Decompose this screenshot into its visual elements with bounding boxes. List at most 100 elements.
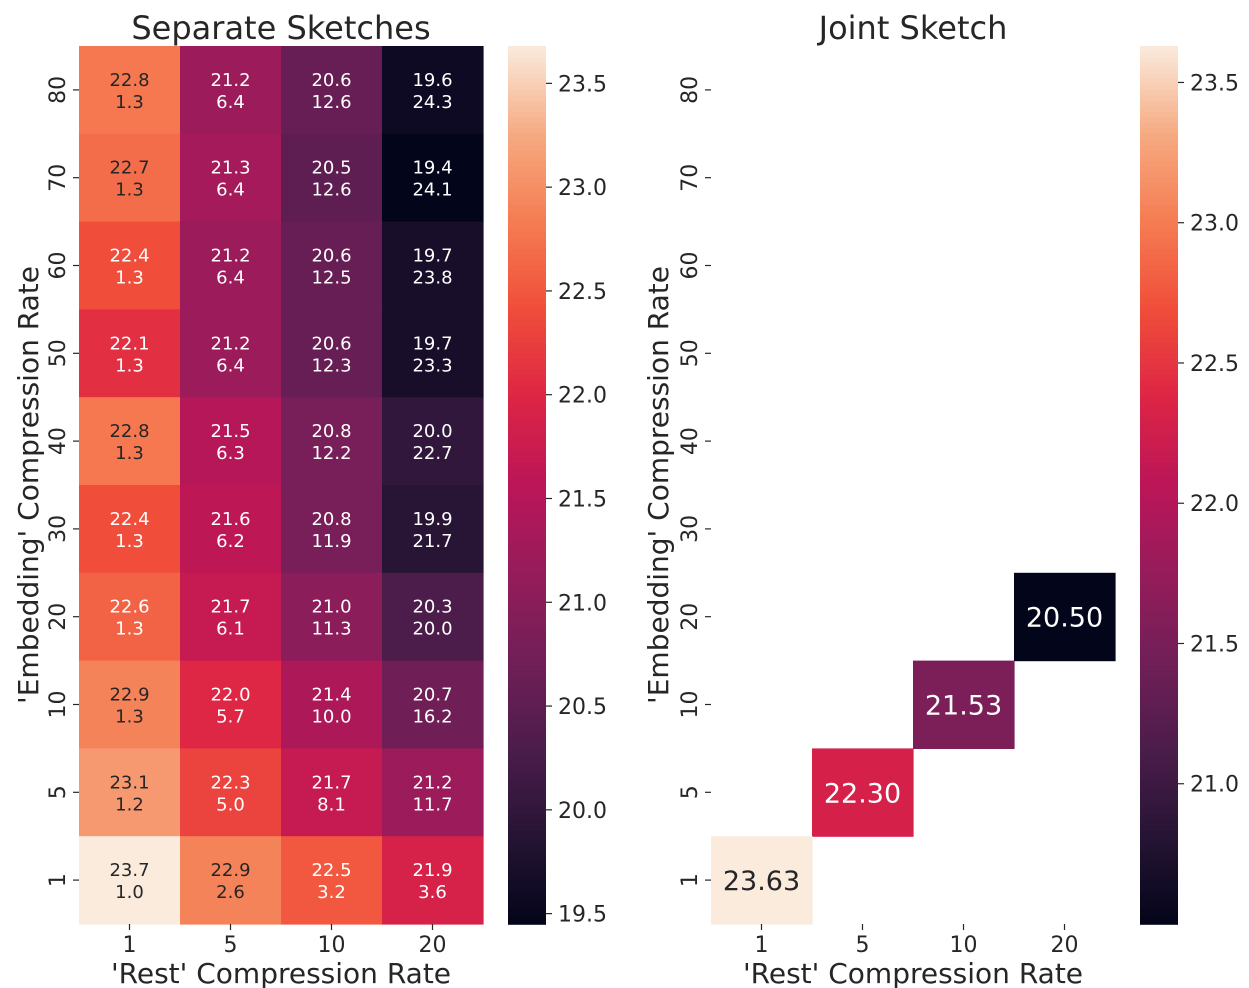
y-tick-label: 50 — [46, 339, 71, 367]
colorbar-segment — [1140, 95, 1178, 102]
colorbar-segment — [508, 600, 546, 607]
y-tick-label: 80 — [46, 76, 71, 104]
colorbar-segment — [508, 276, 546, 283]
colorbar-segment — [508, 172, 546, 179]
colorbar-segment — [508, 556, 546, 563]
heatmap-cell — [79, 133, 181, 223]
x-tick-label: 20 — [419, 933, 447, 958]
colorbar-tick-label: 20.5 — [558, 695, 607, 720]
heatmap-cell — [180, 485, 282, 574]
colorbar-segment — [1140, 704, 1178, 711]
colorbar-segment — [1140, 166, 1178, 174]
colorbar-segment — [508, 644, 546, 651]
colorbar-segment — [1140, 463, 1178, 470]
colorbar-segment — [508, 874, 546, 881]
heatmap-cell — [382, 748, 484, 837]
cell-value-label: 21.5 — [210, 421, 250, 442]
colorbar-segment — [508, 117, 546, 124]
colorbar-segment — [508, 495, 546, 503]
colorbar-segment — [1140, 852, 1178, 859]
cell-secondary-label: 6.2 — [216, 531, 245, 552]
colorbar-segment — [508, 594, 546, 602]
heatmap-cell — [281, 309, 383, 398]
cell-secondary-label: 3.6 — [418, 882, 447, 903]
colorbar-segment — [508, 309, 546, 316]
cell-value-label: 22.1 — [109, 333, 149, 354]
colorbar-segment — [508, 183, 546, 190]
colorbar-segment — [508, 885, 546, 892]
cell-value-label: 21.0 — [311, 597, 351, 618]
colorbar-segment — [508, 666, 546, 673]
cell-secondary-label: 3.2 — [317, 882, 346, 903]
colorbar-segment — [508, 474, 546, 481]
heatmap-cell — [79, 397, 181, 486]
colorbar-segment — [1140, 221, 1178, 228]
colorbar-segment — [508, 578, 546, 585]
colorbar-segment — [1140, 73, 1178, 80]
y-tick-label: 10 — [46, 691, 71, 719]
colorbar-segment — [508, 413, 546, 420]
cell-secondary-label: 1.3 — [115, 619, 144, 640]
colorbar-segment — [508, 726, 546, 733]
colorbar-segment — [508, 896, 546, 903]
colorbar-segment — [508, 655, 546, 662]
colorbar-tick-label: 21.5 — [1190, 632, 1239, 657]
colorbar-segment — [1140, 918, 1178, 925]
heatmap-cell — [79, 221, 181, 310]
colorbar-segment — [1140, 858, 1178, 865]
colorbar-segment — [508, 369, 546, 377]
colorbar-segment — [1140, 117, 1178, 124]
heatmap-cell — [180, 660, 282, 749]
cell-value-label: 19.6 — [412, 70, 452, 91]
colorbar-segment — [1140, 523, 1178, 530]
colorbar-segment — [1140, 51, 1178, 58]
cell-value-label: 20.0 — [412, 421, 452, 442]
colorbar-segment — [1140, 627, 1178, 634]
colorbar-segment — [508, 391, 546, 398]
cell-secondary-label: 6.1 — [216, 619, 245, 640]
colorbar-segment — [1140, 232, 1178, 239]
y-tick-label: 30 — [46, 515, 71, 543]
colorbar-segment — [1140, 907, 1178, 914]
cell-secondary-label: 6.4 — [216, 355, 245, 376]
cell-value-label: 21.9 — [412, 860, 452, 881]
heatmap-cell — [180, 221, 282, 310]
cell-value-label: 22.9 — [210, 860, 250, 881]
separate-colorbar: 19.5 20.0 20.5 21.0 21.5 22.0 22.5 23.0 23.5 — [508, 46, 607, 928]
cell-value-label: 21.2 — [210, 246, 250, 267]
colorbar-segment — [508, 227, 546, 234]
joint-y-axis-label: 'Embedding' Compression Rate — [642, 266, 675, 704]
colorbar-segment — [1140, 452, 1178, 459]
colorbar-segment — [508, 353, 546, 360]
colorbar-segment — [1140, 589, 1178, 596]
cell-value-label: 20.3 — [412, 597, 452, 618]
colorbar-segment — [508, 748, 546, 755]
colorbar-segment — [1140, 216, 1178, 223]
colorbar-segment — [1140, 106, 1178, 113]
colorbar-segment — [508, 265, 546, 272]
cell-secondary-label: 20.0 — [412, 619, 452, 640]
colorbar-segment — [508, 463, 546, 470]
colorbar-segment — [508, 841, 546, 848]
cell-secondary-label: 1.3 — [115, 531, 144, 552]
colorbar-segment — [508, 150, 546, 157]
colorbar-segment — [508, 830, 546, 837]
heatmap-cell — [382, 660, 484, 749]
cell-secondary-label: 11.7 — [412, 794, 452, 815]
heatmap-cell — [382, 133, 484, 223]
separate-sketches-panel: Separate Sketches 22.81.321.26.420.612.6… — [12, 9, 607, 988]
colorbar-segment — [508, 539, 546, 547]
colorbar-segment — [508, 880, 546, 887]
colorbar-segment — [1140, 545, 1178, 552]
separate-sketches-title: Separate Sketches — [131, 9, 430, 47]
colorbar-segment — [1140, 424, 1178, 431]
colorbar-segment — [1140, 468, 1178, 475]
colorbar-segment — [508, 199, 546, 206]
colorbar-segment — [1140, 556, 1178, 563]
colorbar-segment — [1140, 67, 1178, 75]
colorbar-segment — [508, 490, 546, 497]
joint-heatmap-cells: 20.50 21.53 22.30 23.63 — [711, 572, 1116, 925]
colorbar-segment — [508, 528, 546, 536]
colorbar-segment — [508, 238, 546, 245]
